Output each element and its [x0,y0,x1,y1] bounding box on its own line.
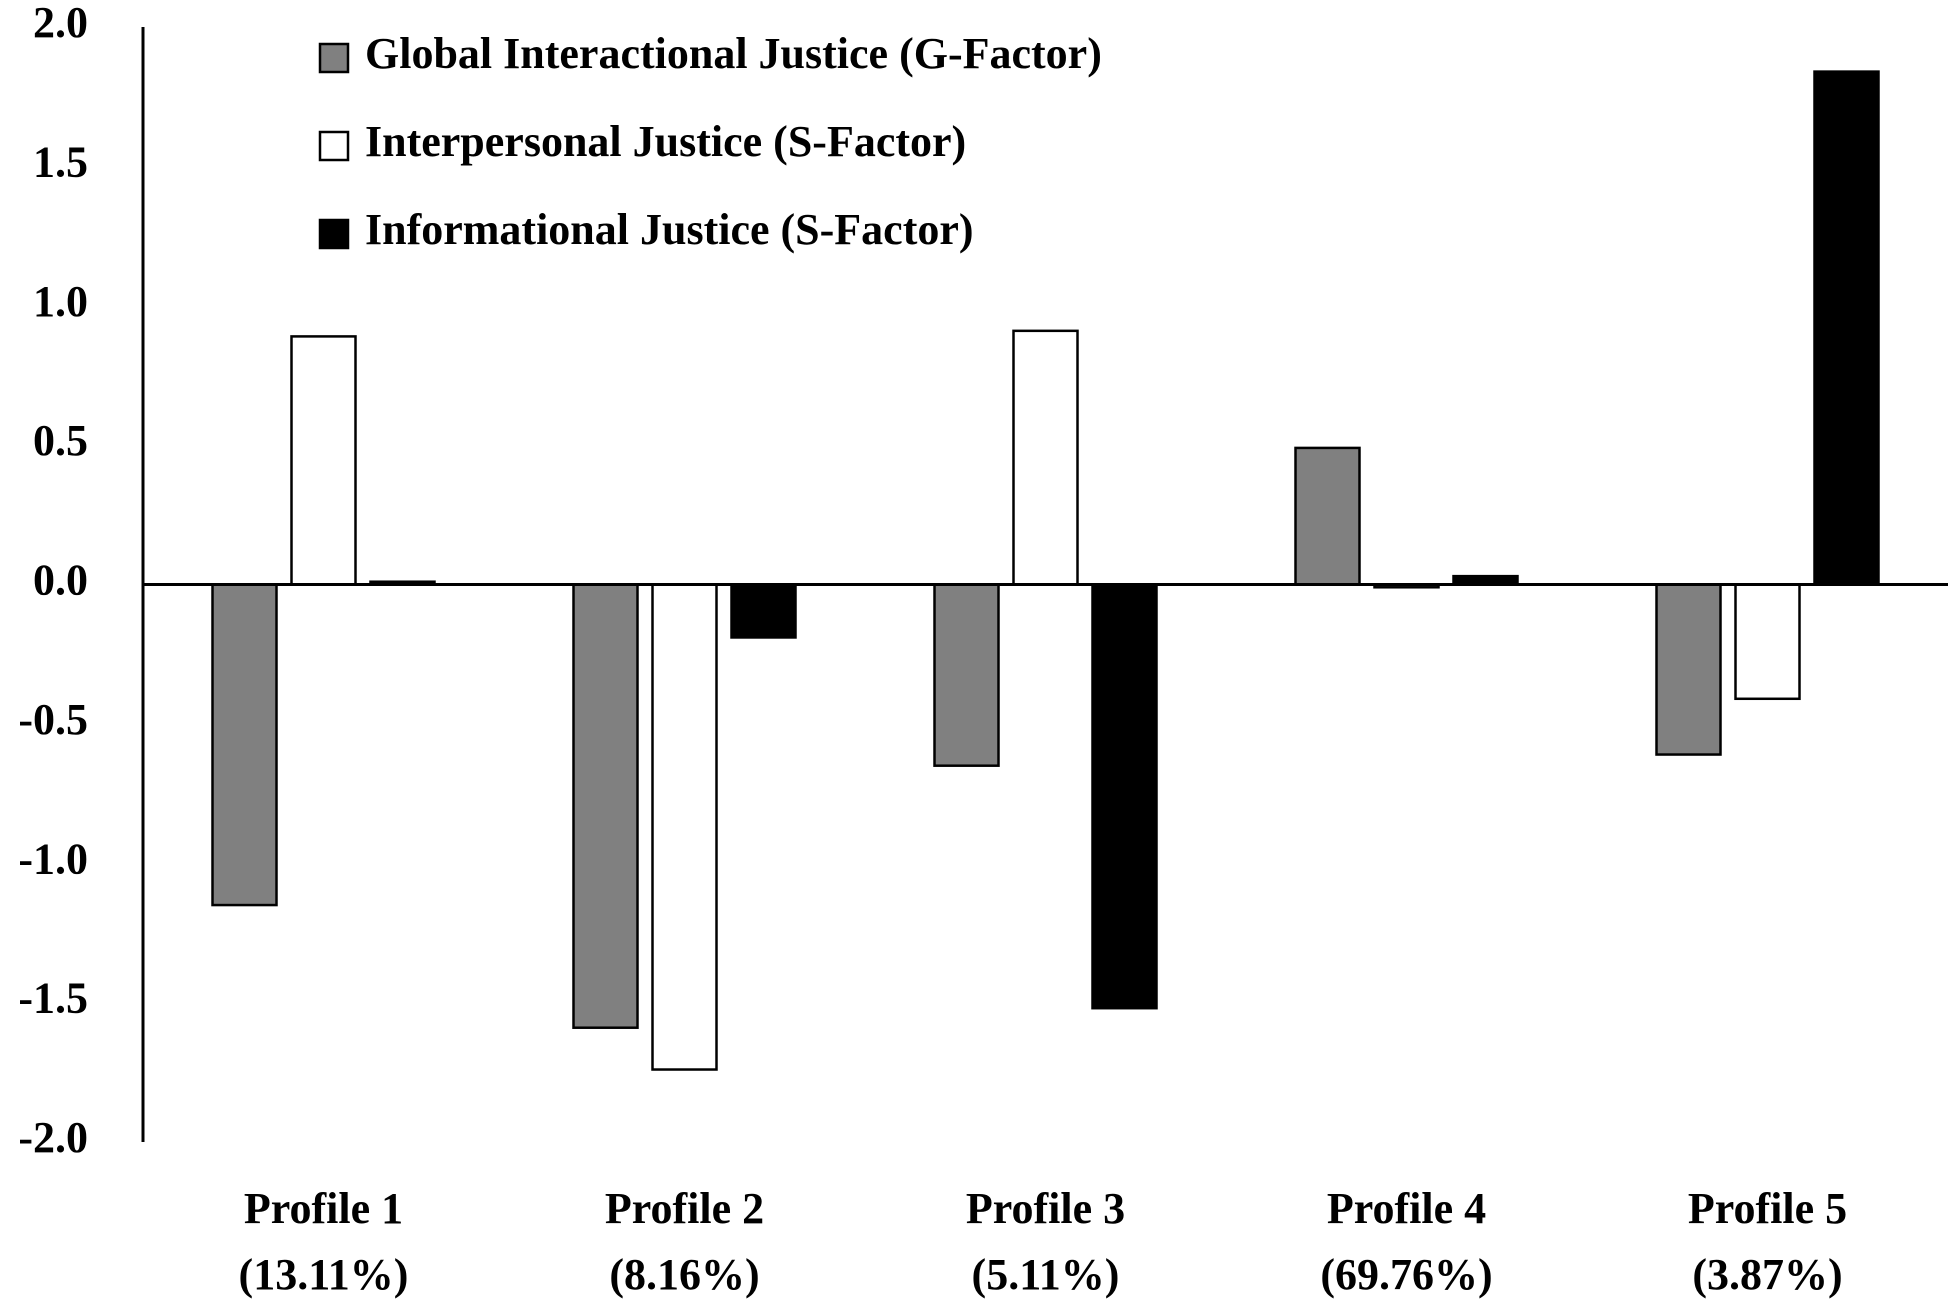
legend-swatch [318,42,350,74]
x-tick-sublabel: (3.87%) [1692,1250,1842,1299]
legend-label: Informational Justice (S-Factor) [365,205,974,254]
y-tick-label: -1.5 [18,974,88,1023]
legend-label: Interpersonal Justice (S-Factor) [365,117,966,166]
y-tick-label: 1.5 [33,137,88,186]
bar [730,583,797,639]
x-tick-sublabel: (69.76%) [1320,1250,1492,1299]
y-tick-label: -1.0 [18,834,88,883]
y-tick-label: 1.0 [33,277,88,326]
bar [1091,583,1158,1010]
x-tick-label: Profile 5 [1688,1184,1847,1233]
bar [1655,583,1722,756]
x-tick-sublabel: (13.11%) [239,1250,409,1299]
bar [933,583,1000,767]
y-tick-label: 0.5 [33,416,88,465]
y-tick-label: -2.0 [18,1113,88,1162]
x-tick-sublabel: (5.11%) [972,1250,1120,1299]
y-tick-label: -0.5 [18,695,88,744]
legend-swatch [318,218,350,250]
x-tick-sublabel: (8.16%) [609,1250,759,1299]
x-tick-label: Profile 2 [605,1184,764,1233]
bar [1012,329,1079,586]
bar [572,583,639,1029]
bar [1294,446,1361,586]
legend-label: Global Interactional Justice (G-Factor) [365,29,1102,78]
x-tick-label: Profile 1 [244,1184,403,1233]
bar [211,583,278,907]
legend-swatch [318,130,350,162]
x-tick-label: Profile 3 [966,1184,1125,1233]
x-tick-label: Profile 4 [1327,1184,1486,1233]
bar [1734,583,1801,701]
y-tick-label: 0.0 [33,556,88,605]
bar [1813,70,1880,586]
bar [651,583,718,1071]
y-tick-label: 2.0 [33,0,88,47]
bar [290,335,357,586]
